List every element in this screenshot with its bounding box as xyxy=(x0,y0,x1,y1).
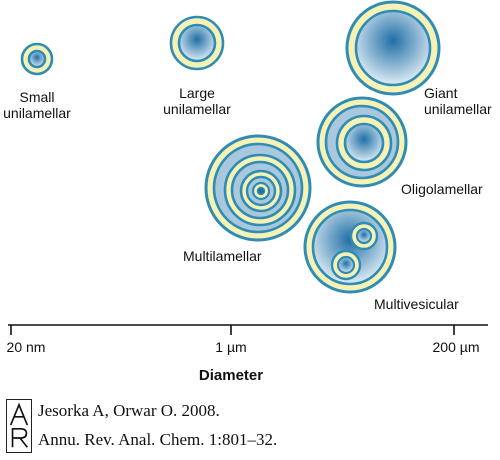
large-unilamellar-vesicle xyxy=(169,15,225,71)
small-unilamellar-vesicle xyxy=(20,42,54,76)
annual-reviews-logo xyxy=(6,399,32,453)
small-unilamellar-label-line1: Small xyxy=(19,89,54,105)
multivesicular-label: Multivesicular xyxy=(374,296,459,312)
large-unilamellar-label-line1: Large xyxy=(179,85,215,101)
tick-label-1um: 1 µm xyxy=(215,339,246,355)
citation: Jesorka A, Orwar O. 2008. Annu. Rev. Ana… xyxy=(4,397,484,457)
large-unilamellar-label-line2: unilamellar xyxy=(163,101,231,117)
multivesicular-vesicle xyxy=(303,200,397,294)
multilamellar-vesicle xyxy=(204,134,312,242)
oligolamellar-vesicle xyxy=(316,96,408,188)
tick-label-200um: 200 µm xyxy=(433,339,480,355)
oligolamellar-label: Oligolamellar xyxy=(401,181,483,197)
tick-label-20nm: 20 nm xyxy=(7,339,46,355)
giant-unilamellar-vesicle xyxy=(345,0,441,96)
giant-unilamellar-label-line1: Giant xyxy=(424,85,458,101)
axis-title: Diameter xyxy=(199,367,263,384)
diameter-axis xyxy=(8,324,488,335)
multilamellar-label: Multilamellar xyxy=(183,248,262,264)
small-unilamellar-label-line2: unilamellar xyxy=(3,105,71,121)
giant-unilamellar-label-line2: unilamellar xyxy=(424,101,492,117)
citation-authors: Jesorka A, Orwar O. 2008. xyxy=(38,401,220,420)
citation-journal: Annu. Rev. Anal. Chem. 1:801–32. xyxy=(38,430,278,449)
ar-logo-icon xyxy=(9,402,29,448)
